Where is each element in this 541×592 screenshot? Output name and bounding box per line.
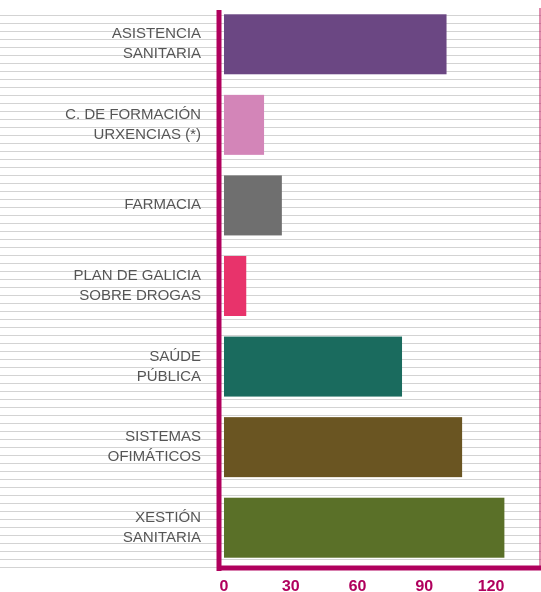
x-tick-label: 90 (415, 578, 433, 592)
bar (224, 256, 247, 316)
x-tick-label: 60 (349, 578, 367, 592)
category-label: C. DE FORMACIÓN URXENCIAS (*) (65, 105, 201, 143)
bar (224, 497, 505, 558)
x-tick-label: 120 (478, 578, 505, 592)
bar (224, 336, 403, 397)
category-label: ASISTENCIA SANITARIA (111, 25, 201, 63)
category-label: XESTIÓN SANITARIA (122, 508, 201, 546)
bar (224, 417, 463, 478)
bar (224, 14, 447, 75)
x-tick-label: 30 (282, 578, 300, 592)
bar (224, 94, 265, 155)
bar (224, 175, 282, 236)
category-label: SISTEMAS OFIMÁTICOS (107, 428, 201, 466)
category-label: FARMACIA (124, 196, 201, 214)
x-tick-label: 0 (220, 578, 229, 592)
category-label: PLAN DE GALICIA SOBRE DROGAS (73, 267, 201, 304)
category-label: SAÚDE PÚBLICA (136, 347, 201, 385)
